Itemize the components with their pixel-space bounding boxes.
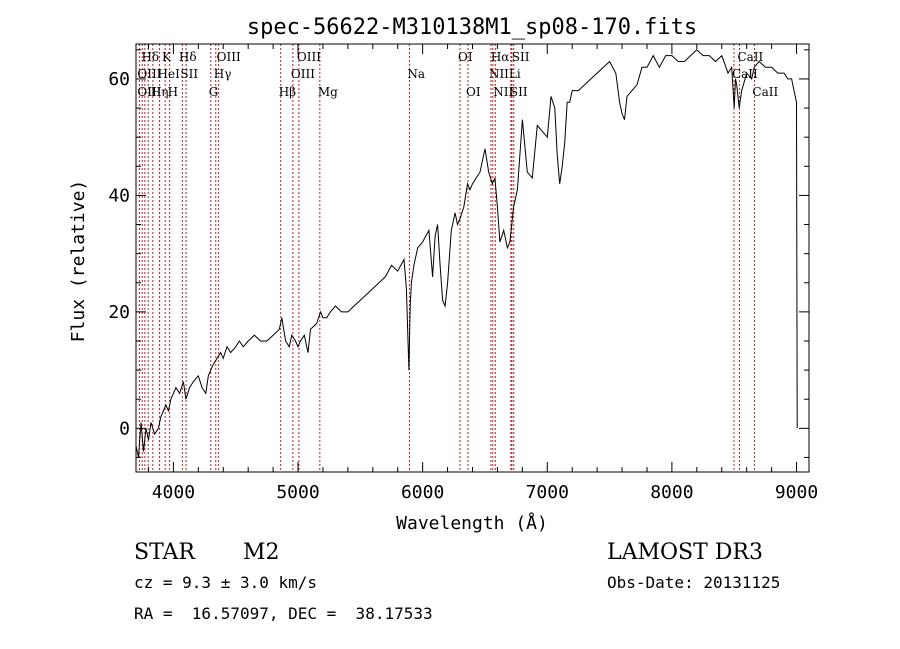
y-axis: 0 20 40 60 — [108, 49, 809, 458]
line-label-15: NII — [489, 67, 509, 81]
x-tick-label-5: 9000 — [775, 482, 818, 503]
plot-frame — [135, 43, 810, 473]
subclass: M2 — [243, 540, 280, 565]
line-label-3: OIII — [217, 50, 241, 64]
line-label-20: H — [168, 85, 178, 99]
line-label-14: Na — [407, 67, 425, 81]
x-tick-label-4: 8000 — [650, 482, 693, 503]
catalog-name: LAMOST DR3 — [607, 540, 763, 565]
line-label-23: Mg — [318, 85, 338, 99]
line-label-4: OIII — [297, 50, 321, 64]
line-label-9: OIII — [137, 67, 161, 81]
line-label-8: CaII — [737, 50, 763, 64]
line-label-11: SII — [180, 67, 198, 81]
spectral-lines — [138, 44, 755, 472]
line-label-26: SII — [510, 85, 528, 99]
line-label-27: CaII — [752, 85, 778, 99]
line-label-22: Hβ — [279, 85, 296, 99]
x-tick-label-1: 5000 — [276, 482, 319, 503]
line-label-7: SII — [512, 50, 530, 64]
y-axis-label: Flux (relative) — [68, 180, 89, 343]
line-label-19: Hη — [151, 85, 169, 99]
line-label-16: Li — [509, 67, 521, 81]
chart-title: spec-56622-M310138M1_sp08-170.fits — [247, 15, 697, 40]
spectrum-line — [135, 49, 798, 458]
y-tick-label-0: 0 — [119, 418, 130, 439]
y-tick-label-2: 40 — [108, 185, 130, 206]
object-class: STAR — [134, 540, 195, 565]
line-label-12: Hγ — [214, 67, 232, 81]
line-label-21: G — [209, 85, 219, 99]
y-tick-label-1: 20 — [108, 302, 130, 323]
line-label-10: HeI — [158, 67, 181, 81]
line-label-6: Hα — [491, 50, 510, 64]
line-label-1: K — [162, 50, 172, 64]
x-tick-label-3: 7000 — [526, 482, 569, 503]
x-axis: 4000 5000 6000 7000 8000 9000 — [147, 44, 818, 503]
coordinates: RA = 16.57097, DEC = 38.17533 — [134, 604, 433, 623]
line-label-18: OIII — [137, 85, 161, 99]
x-tick-label-2: 6000 — [401, 482, 444, 503]
x-tick-label-0: 4000 — [152, 482, 195, 503]
line-label-13: OIII — [291, 67, 315, 81]
line-label-0: Hδ — [141, 50, 159, 64]
y-tick-label-3: 60 — [108, 69, 130, 90]
obs-date: Obs-Date: 20131125 — [607, 573, 781, 592]
line-label-24: OI — [466, 85, 481, 99]
line-label-5: OI — [458, 50, 473, 64]
line-label-2: Hδ — [179, 50, 197, 64]
redshift-value: cz = 9.3 ± 3.0 km/s — [134, 573, 318, 592]
line-label-25: NII — [493, 85, 513, 99]
x-axis-label: Wavelength (Å) — [396, 512, 548, 534]
